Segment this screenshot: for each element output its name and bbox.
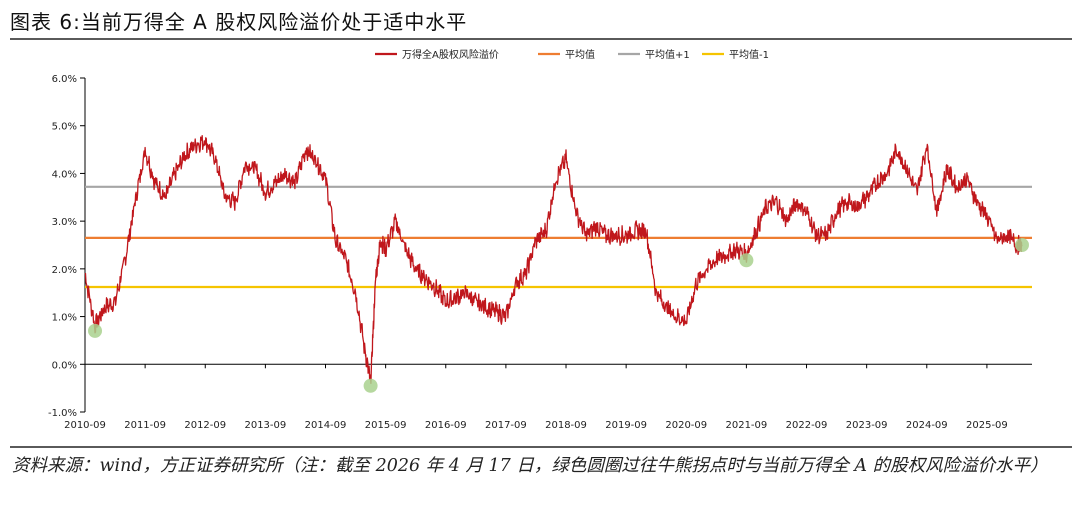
erp-series-line <box>84 134 1023 384</box>
legend-label: 万得全A股权风险溢价 <box>402 48 499 61</box>
y-tick-label: 3.0% <box>52 217 77 228</box>
x-tick-label: 2011-09 <box>124 420 166 431</box>
turning-point-marker <box>1014 238 1029 252</box>
source-note: 资料来源：wind，方正证券研究所（注：截至 2026 年 4 月 17 日，绿… <box>12 456 1048 476</box>
x-tick-label: 2023-09 <box>846 420 888 431</box>
x-tick-label: 2016-09 <box>425 420 467 431</box>
y-tick-label: 1.0% <box>52 313 77 324</box>
x-tick-label: 2018-09 <box>545 420 587 431</box>
y-tick-label: 5.0% <box>52 122 77 133</box>
x-tick-label: 2015-09 <box>365 420 407 431</box>
page-title: 图表 6:当前万得全 A 股权风险溢价处于适中水平 <box>10 10 468 34</box>
x-tick-label: 2010-09 <box>64 420 106 431</box>
y-tick-label: 0.0% <box>52 360 77 371</box>
line-chart: -1.0% 0.0% 1.0% 2.0% 3.0% 4.0% 5.0% 6.0% 2010-09… <box>48 48 1032 431</box>
legend-label: 平均值 <box>565 48 595 61</box>
x-tick-label: 2017-09 <box>485 420 527 431</box>
x-tick-label: 2019-09 <box>605 420 647 431</box>
y-tick-label: 2.0% <box>52 265 77 276</box>
x-tick-label: 2025-09 <box>966 420 1008 431</box>
footer-divider <box>10 446 1072 448</box>
x-tick-label: 2012-09 <box>184 420 226 431</box>
turning-point-marker <box>88 323 103 338</box>
legend-label: 平均值-1 <box>729 48 769 61</box>
x-tick-label: 2024-09 <box>906 420 948 431</box>
turning-point-marker <box>739 253 754 268</box>
x-tick-label: 2020-09 <box>665 420 707 431</box>
y-tick-label: 6.0% <box>52 74 77 85</box>
y-tick-label: -1.0% <box>48 408 77 419</box>
title-bar: 图表 6:当前万得全 A 股权风险溢价处于适中水平 <box>10 4 1072 40</box>
y-tick-label: 4.0% <box>52 169 77 180</box>
legend-label: 平均值+1 <box>645 48 690 61</box>
turning-point-marker <box>363 378 378 393</box>
x-tick-label: 2014-09 <box>305 420 347 431</box>
x-tick-label: 2013-09 <box>244 420 286 431</box>
x-tick-label: 2021-09 <box>725 420 767 431</box>
chart-container: -1.0% 0.0% 1.0% 2.0% 3.0% 4.0% 5.0% 6.0% 2010-09… <box>10 40 1072 445</box>
x-tick-label: 2022-09 <box>786 420 828 431</box>
